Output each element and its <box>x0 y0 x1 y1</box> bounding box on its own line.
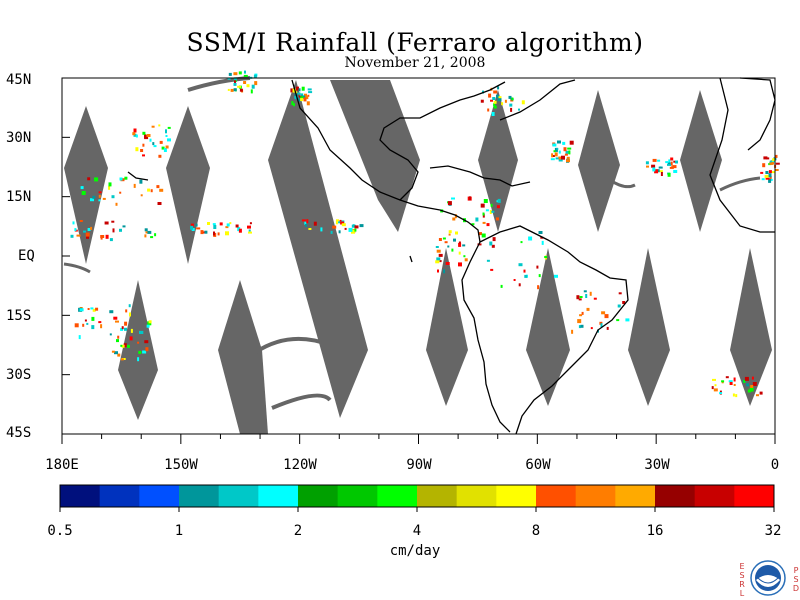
colorbar-swatch <box>218 485 259 507</box>
colorbar-tick-label: 4 <box>412 523 422 539</box>
colorbar-tick-label: 32 <box>764 523 782 539</box>
colorbar-swatch <box>536 485 577 507</box>
lon-label: 60W <box>525 457 551 473</box>
colorbar-tick-label: 1 <box>174 523 184 539</box>
colorbar-tick-label: 16 <box>646 523 664 539</box>
colorbar-swatch <box>337 485 378 507</box>
no-data-swaths <box>63 76 772 434</box>
lat-label: 15N <box>6 189 32 205</box>
rainfall-pixels <box>70 70 780 398</box>
colorbar-swatch <box>456 485 497 507</box>
map-frame <box>61 77 776 435</box>
colorbar-swatch <box>694 485 735 507</box>
colorbar-tick-label: 2 <box>293 523 303 539</box>
lat-label: EQ <box>18 248 35 264</box>
coastlines <box>127 77 776 435</box>
colorbar-swatch <box>496 485 537 507</box>
lon-label: 0 <box>770 457 780 473</box>
lat-label: 45S <box>6 425 32 441</box>
lon-label: 120W <box>283 457 317 473</box>
lon-label: 90W <box>406 457 432 473</box>
map-title: SSM/I Rainfall (Ferraro algorithm) <box>186 28 644 57</box>
colorbar-swatch <box>655 485 696 507</box>
colorbar-swatch <box>575 485 616 507</box>
lat-label: 30N <box>6 130 32 146</box>
lon-label: 30W <box>644 457 670 473</box>
colorbar-swatch <box>139 485 180 507</box>
colorbar-swatch <box>377 485 418 507</box>
lon-label: 150W <box>164 457 198 473</box>
lat-label: 15S <box>6 308 32 324</box>
colorbar-swatch <box>60 485 101 507</box>
colorbar-swatch <box>615 485 656 507</box>
lat-label: 30S <box>6 367 32 383</box>
colorbar-swatch <box>734 485 775 507</box>
map-background <box>62 78 775 434</box>
colorbar-units: cm/day <box>389 543 441 559</box>
colorbar <box>59 484 775 512</box>
noaa-logo <box>750 560 786 596</box>
colorbar-swatch <box>298 485 339 507</box>
lat-label: 45N <box>6 72 32 88</box>
colorbar-swatch <box>99 485 140 507</box>
colorbar-tick-label: 8 <box>531 523 541 539</box>
lon-label: 180E <box>45 457 79 473</box>
colorbar-tick-label: 0.5 <box>47 523 73 539</box>
colorbar-swatch <box>417 485 458 507</box>
map-date: November 21, 2008 <box>344 55 486 71</box>
colorbar-swatch <box>179 485 220 507</box>
colorbar-swatch <box>258 485 299 507</box>
